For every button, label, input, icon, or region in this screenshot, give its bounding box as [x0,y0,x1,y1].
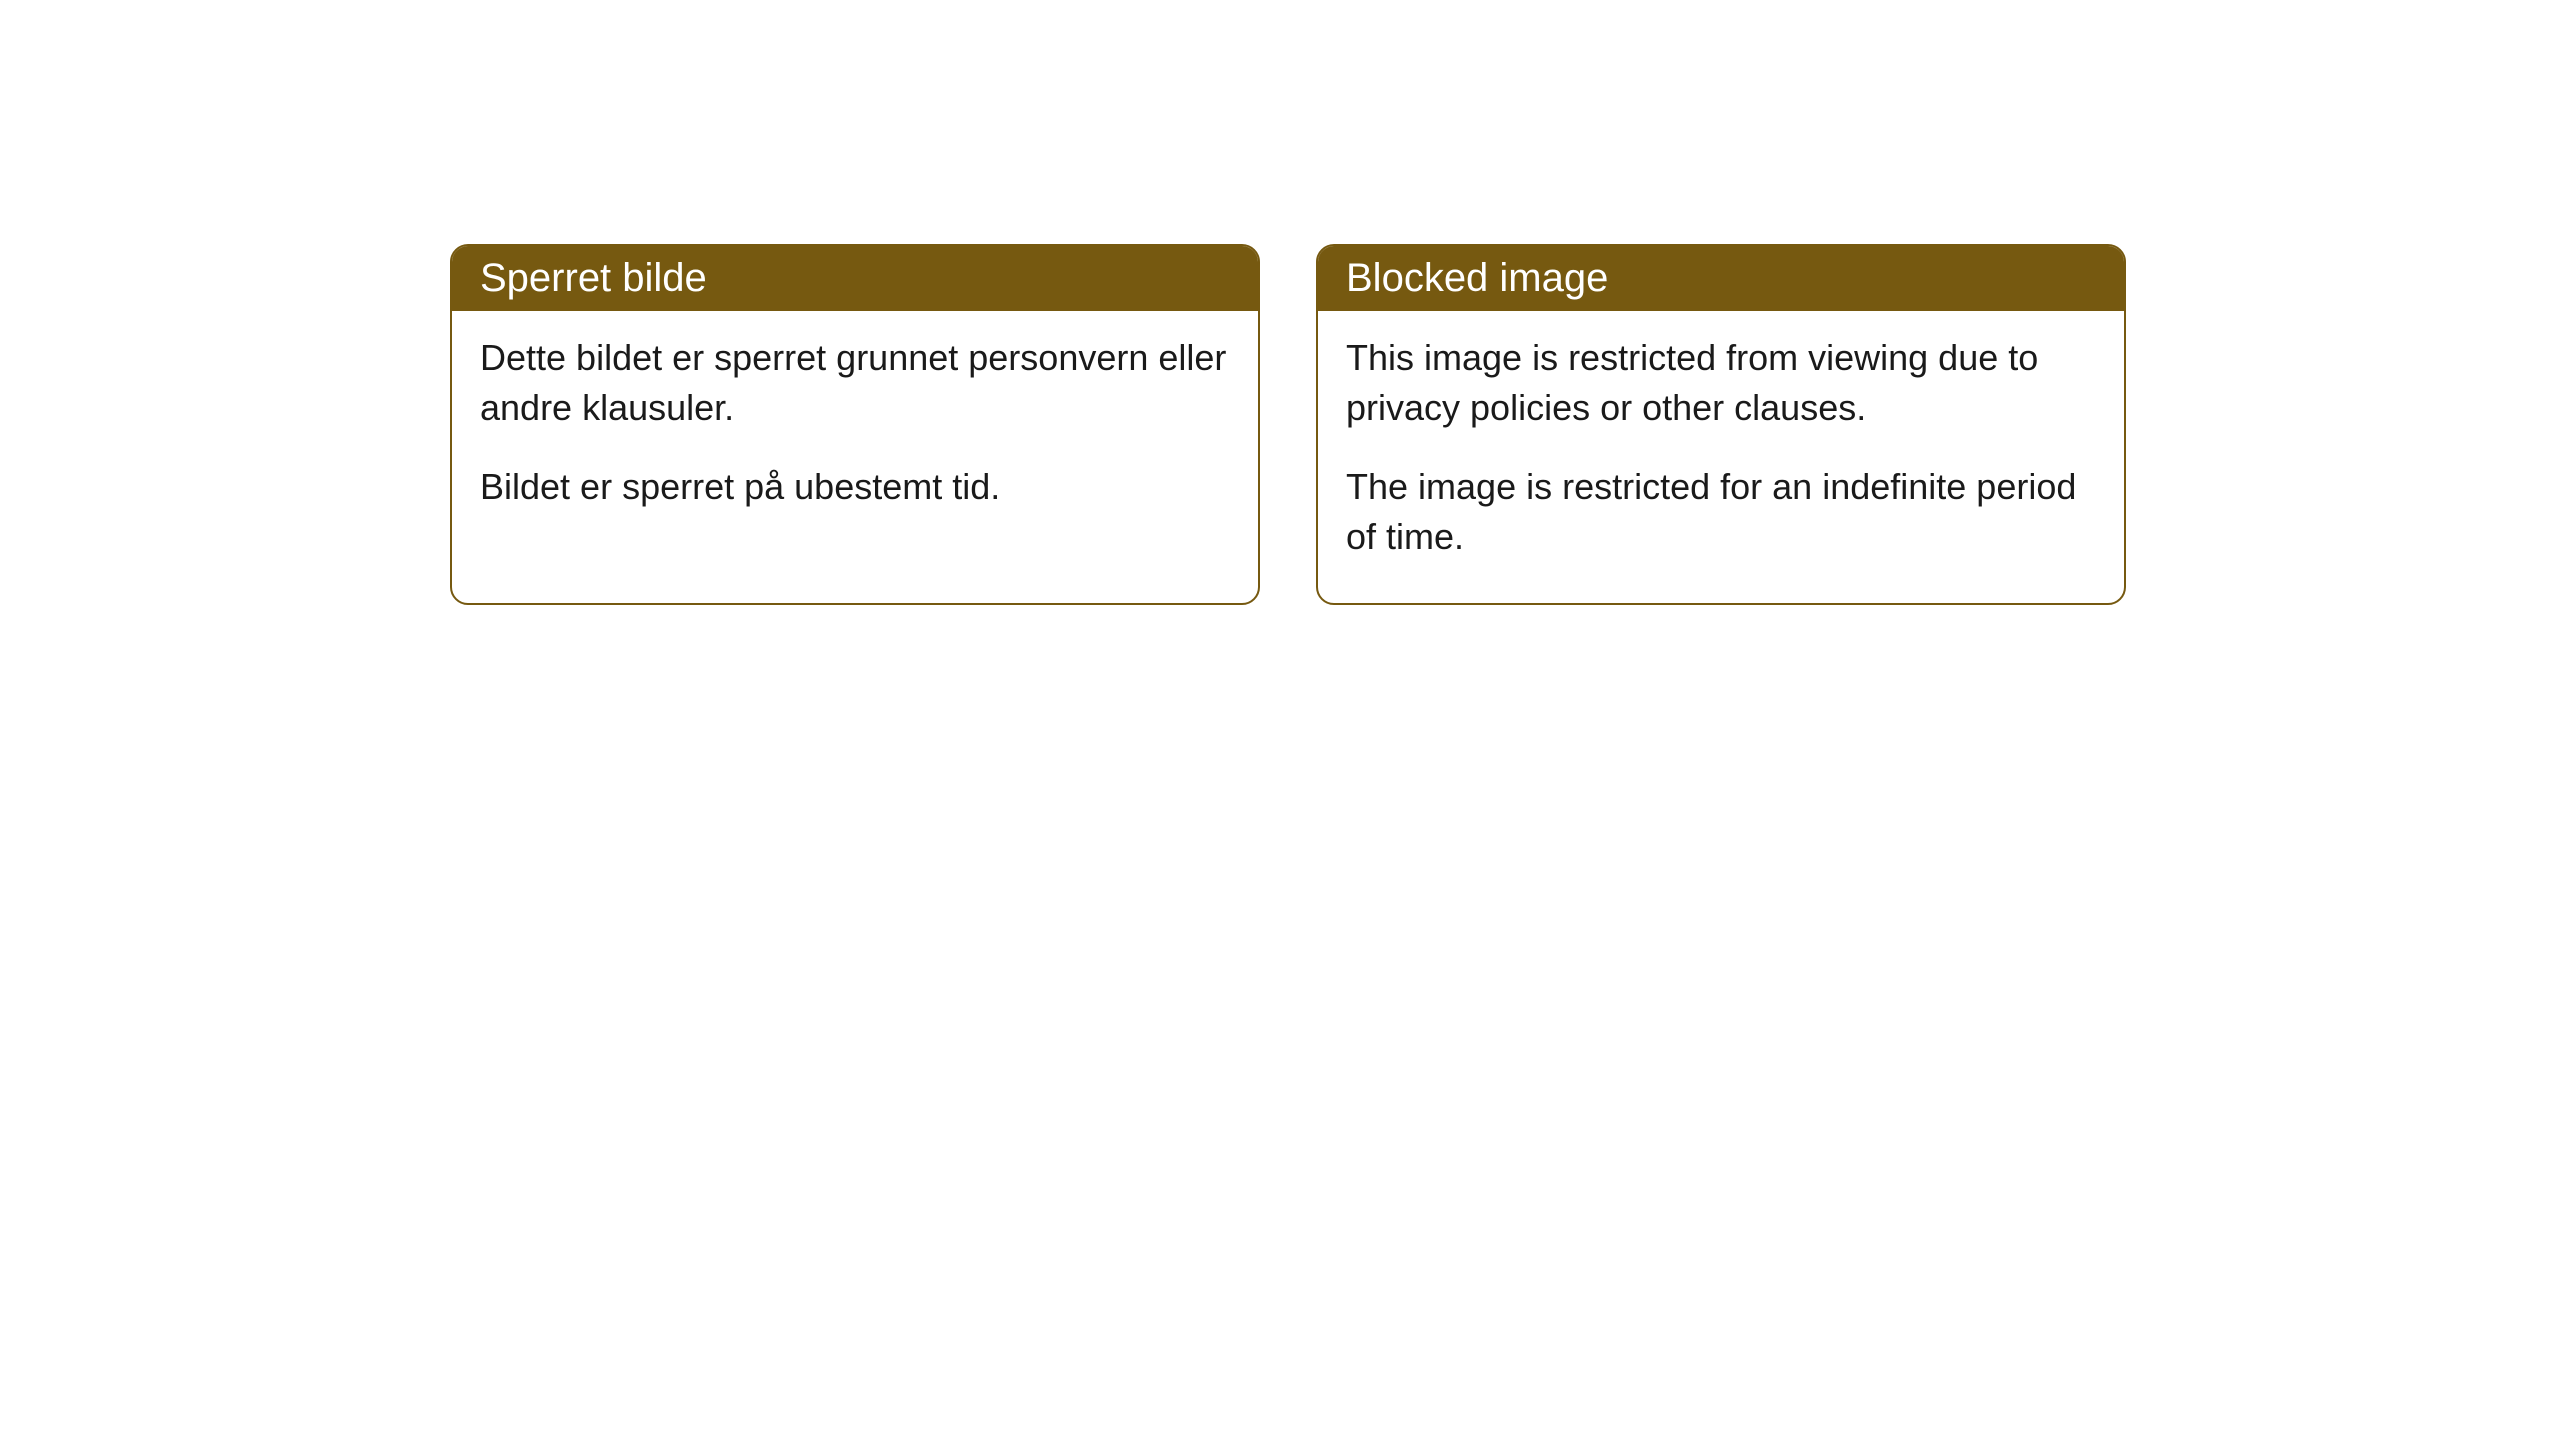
card-body-norwegian: Dette bildet er sperret grunnet personve… [452,311,1258,552]
card-text-english-1: This image is restricted from viewing du… [1346,333,2096,434]
card-header-norwegian: Sperret bilde [452,246,1258,311]
card-text-norwegian-1: Dette bildet er sperret grunnet personve… [480,333,1230,434]
notice-cards-container: Sperret bilde Dette bildet er sperret gr… [450,244,2126,605]
card-title-norwegian: Sperret bilde [480,256,707,300]
blocked-image-card-english: Blocked image This image is restricted f… [1316,244,2126,605]
card-title-english: Blocked image [1346,256,1608,300]
card-text-english-2: The image is restricted for an indefinit… [1346,462,2096,563]
card-text-norwegian-2: Bildet er sperret på ubestemt tid. [480,462,1230,512]
card-body-english: This image is restricted from viewing du… [1318,311,2124,603]
card-header-english: Blocked image [1318,246,2124,311]
blocked-image-card-norwegian: Sperret bilde Dette bildet er sperret gr… [450,244,1260,605]
